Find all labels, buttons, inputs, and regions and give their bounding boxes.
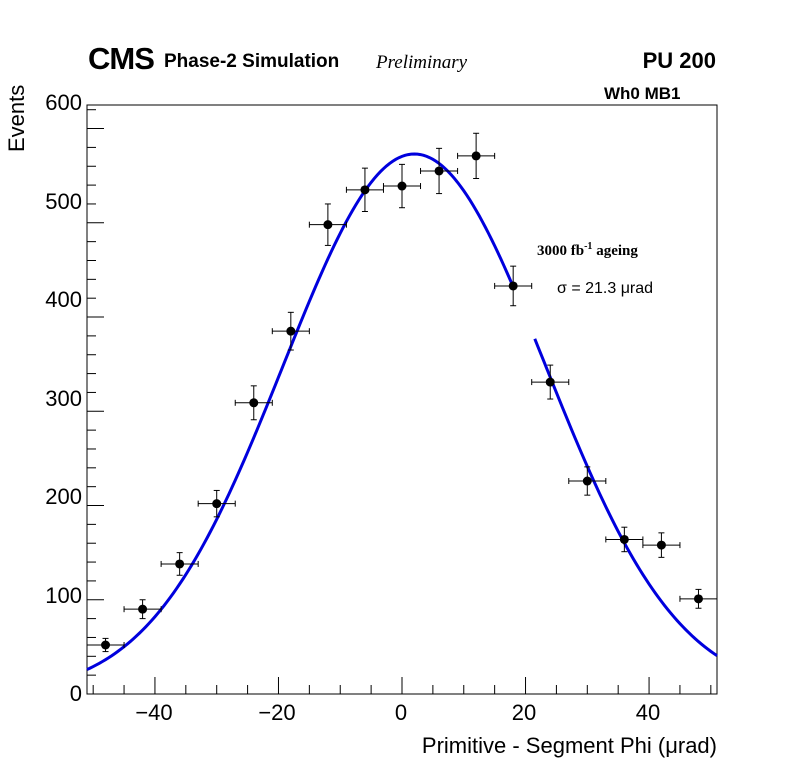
- x-tick-label: 0: [394, 700, 408, 725]
- y-tick-label: 200: [45, 484, 82, 509]
- data-marker: [434, 166, 444, 176]
- data-point: [494, 265, 533, 307]
- data-marker: [101, 640, 111, 650]
- data-point: [642, 532, 681, 558]
- data-marker: [471, 151, 481, 161]
- y-axis-title: Events: [4, 84, 29, 152]
- fit-curve: [533, 338, 718, 657]
- data-marker: [286, 326, 296, 336]
- y-tick-label: 500: [45, 189, 82, 214]
- x-axis-title: Primitive - Segment Phi (μrad): [421, 733, 717, 758]
- data-point: [123, 599, 162, 620]
- data-marker: [656, 540, 666, 550]
- y-tick-label: 100: [45, 583, 82, 608]
- data-point: [308, 203, 347, 246]
- data-point: [345, 167, 384, 212]
- fit-curve-group: [86, 152, 718, 671]
- data-marker: [138, 604, 148, 614]
- ageing-label: 3000 fb-1 ageing: [537, 241, 638, 260]
- data-point: [86, 637, 125, 653]
- data-marker: [323, 220, 333, 230]
- data-marker: [397, 181, 407, 191]
- x-tick-label: −40: [135, 700, 173, 725]
- sigma-label: σ = 21.3 μrad: [557, 280, 654, 297]
- data-points-group: [86, 132, 718, 653]
- data-marker: [693, 594, 703, 604]
- data-marker: [545, 377, 555, 387]
- fit-curve: [86, 152, 515, 671]
- data-point: [531, 364, 570, 400]
- data-point: [160, 552, 199, 576]
- x-tick-label: −20: [258, 700, 296, 725]
- x-tick-label: 20: [511, 700, 537, 725]
- data-point: [605, 526, 644, 553]
- x-tick-label: 40: [635, 700, 661, 725]
- data-marker: [212, 499, 222, 509]
- data-marker: [582, 476, 592, 486]
- simulation-label: Phase-2 Simulation: [164, 51, 340, 72]
- data-point: [271, 311, 310, 351]
- data-marker: [175, 559, 185, 569]
- preliminary-label: Preliminary: [376, 52, 468, 73]
- ageing-main: 3000 fb: [537, 243, 585, 259]
- data-point: [382, 163, 422, 209]
- data-marker: [508, 281, 518, 291]
- experiment-label: CMS: [88, 41, 155, 76]
- data-point: [197, 489, 236, 518]
- pileup-label: PU 200: [642, 48, 716, 73]
- data-point: [679, 588, 718, 609]
- ageing-sup: -1: [584, 241, 593, 252]
- ageing-rest: ageing: [592, 243, 638, 259]
- y-tick-label: 300: [45, 386, 82, 411]
- y-tick-label: 0: [69, 681, 82, 706]
- axis-ticks: [87, 109, 712, 695]
- data-point: [568, 466, 607, 496]
- data-marker: [249, 398, 259, 408]
- data-marker: [619, 534, 629, 544]
- data-marker: [360, 185, 370, 195]
- y-tick-label: 600: [45, 90, 82, 115]
- data-point: [457, 132, 496, 180]
- y-tick-label: 400: [45, 287, 82, 312]
- data-point: [420, 147, 459, 195]
- data-point: [234, 385, 273, 421]
- station-label: Wh0 MB1: [604, 84, 681, 103]
